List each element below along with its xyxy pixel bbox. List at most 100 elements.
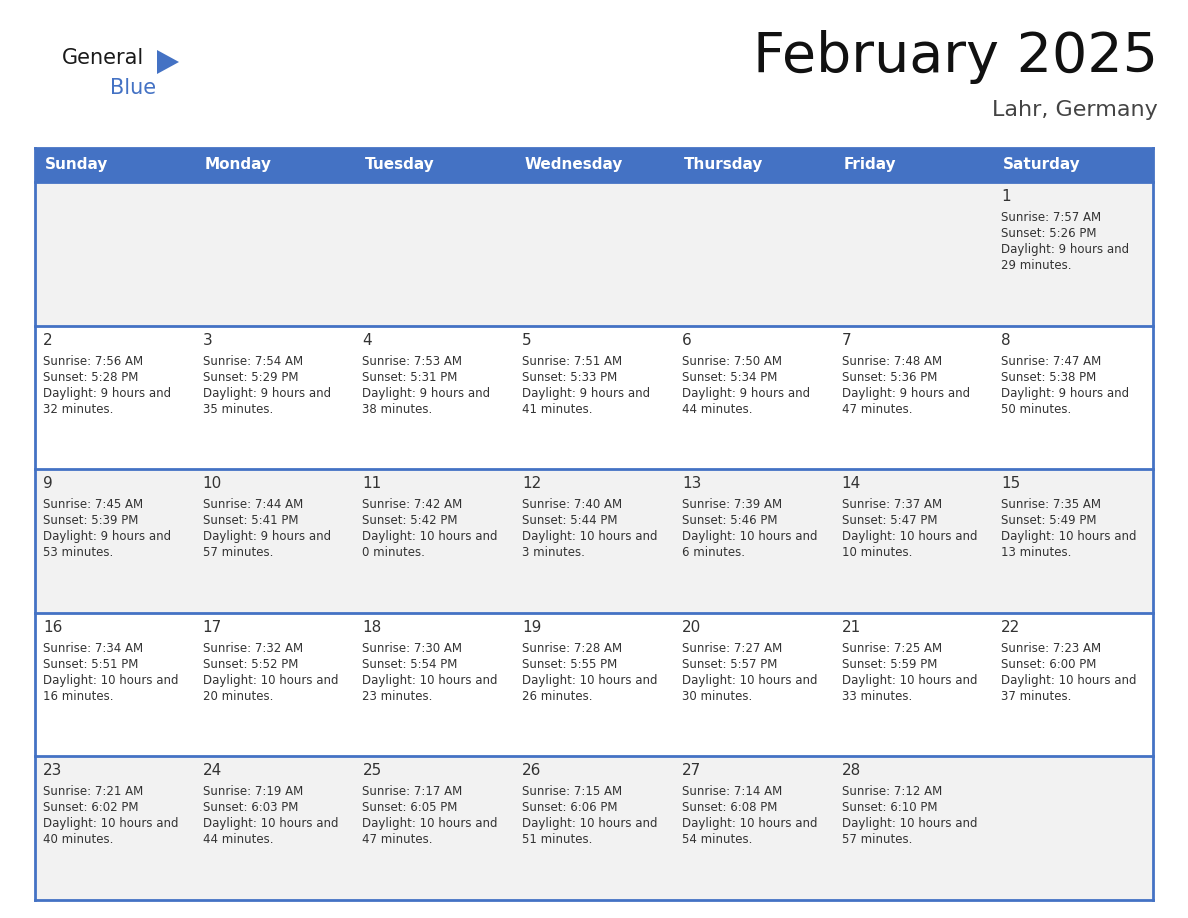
Text: Sunset: 5:41 PM: Sunset: 5:41 PM (203, 514, 298, 527)
Text: Sunset: 6:10 PM: Sunset: 6:10 PM (841, 801, 937, 814)
Bar (354, 613, 514, 756)
Text: 50 minutes.: 50 minutes. (1001, 403, 1072, 416)
Text: Saturday: Saturday (1004, 158, 1081, 173)
Bar (834, 469, 993, 613)
Bar (993, 148, 1154, 182)
Text: Friday: Friday (843, 158, 896, 173)
Text: 10: 10 (203, 476, 222, 491)
Text: Sunset: 5:52 PM: Sunset: 5:52 PM (203, 658, 298, 671)
Bar (674, 756, 834, 900)
Text: Sunrise: 7:37 AM: Sunrise: 7:37 AM (841, 498, 942, 511)
Text: Daylight: 9 hours and: Daylight: 9 hours and (43, 531, 171, 543)
Text: Sunset: 6:03 PM: Sunset: 6:03 PM (203, 801, 298, 814)
Text: Daylight: 9 hours and: Daylight: 9 hours and (682, 386, 810, 399)
Text: 17: 17 (203, 620, 222, 635)
Text: Sunset: 5:54 PM: Sunset: 5:54 PM (362, 658, 457, 671)
Text: 27: 27 (682, 764, 701, 778)
Text: Sunset: 5:39 PM: Sunset: 5:39 PM (43, 514, 138, 527)
Text: 18: 18 (362, 620, 381, 635)
Bar (514, 182, 674, 326)
Text: 26 minutes.: 26 minutes. (523, 689, 593, 703)
Text: 6 minutes.: 6 minutes. (682, 546, 745, 559)
Text: Sunset: 6:06 PM: Sunset: 6:06 PM (523, 801, 618, 814)
Text: Monday: Monday (204, 158, 272, 173)
Text: Sunset: 5:55 PM: Sunset: 5:55 PM (523, 658, 618, 671)
Text: Daylight: 10 hours and: Daylight: 10 hours and (841, 817, 977, 831)
Text: General: General (62, 48, 144, 68)
Text: Daylight: 10 hours and: Daylight: 10 hours and (523, 674, 658, 687)
Text: 32 minutes.: 32 minutes. (43, 403, 113, 416)
Text: 53 minutes.: 53 minutes. (43, 546, 113, 559)
Text: 57 minutes.: 57 minutes. (841, 834, 912, 846)
Text: Sunrise: 7:25 AM: Sunrise: 7:25 AM (841, 642, 942, 655)
Text: Sunrise: 7:47 AM: Sunrise: 7:47 AM (1001, 354, 1101, 367)
Text: Sunset: 5:34 PM: Sunset: 5:34 PM (682, 371, 777, 384)
Text: Daylight: 9 hours and: Daylight: 9 hours and (43, 386, 171, 399)
Bar (993, 326, 1154, 469)
Text: 8: 8 (1001, 332, 1011, 348)
Text: Sunset: 6:08 PM: Sunset: 6:08 PM (682, 801, 777, 814)
Text: 12: 12 (523, 476, 542, 491)
Text: 19: 19 (523, 620, 542, 635)
Text: Daylight: 9 hours and: Daylight: 9 hours and (841, 386, 969, 399)
Bar (834, 326, 993, 469)
Bar (514, 326, 674, 469)
Text: Sunset: 5:26 PM: Sunset: 5:26 PM (1001, 227, 1097, 240)
Text: 24: 24 (203, 764, 222, 778)
Text: Sunset: 5:29 PM: Sunset: 5:29 PM (203, 371, 298, 384)
Text: Sunrise: 7:39 AM: Sunrise: 7:39 AM (682, 498, 782, 511)
Text: Sunset: 5:28 PM: Sunset: 5:28 PM (43, 371, 138, 384)
Text: Daylight: 10 hours and: Daylight: 10 hours and (362, 817, 498, 831)
Text: Daylight: 10 hours and: Daylight: 10 hours and (841, 674, 977, 687)
Text: Daylight: 10 hours and: Daylight: 10 hours and (43, 674, 178, 687)
Text: Sunrise: 7:14 AM: Sunrise: 7:14 AM (682, 786, 782, 799)
Text: 20 minutes.: 20 minutes. (203, 689, 273, 703)
Bar (834, 756, 993, 900)
Bar (514, 469, 674, 613)
Text: Sunrise: 7:51 AM: Sunrise: 7:51 AM (523, 354, 623, 367)
Text: Daylight: 9 hours and: Daylight: 9 hours and (203, 531, 330, 543)
Text: Sunset: 5:33 PM: Sunset: 5:33 PM (523, 371, 618, 384)
Text: Sunset: 5:51 PM: Sunset: 5:51 PM (43, 658, 138, 671)
Text: Sunset: 5:47 PM: Sunset: 5:47 PM (841, 514, 937, 527)
Text: 5: 5 (523, 332, 532, 348)
Text: 15: 15 (1001, 476, 1020, 491)
Text: 22: 22 (1001, 620, 1020, 635)
Text: Sunrise: 7:42 AM: Sunrise: 7:42 AM (362, 498, 462, 511)
Text: 37 minutes.: 37 minutes. (1001, 689, 1072, 703)
Text: Sunrise: 7:45 AM: Sunrise: 7:45 AM (43, 498, 143, 511)
Text: Sunset: 5:31 PM: Sunset: 5:31 PM (362, 371, 457, 384)
Text: 28: 28 (841, 764, 861, 778)
Bar (34, 182, 195, 326)
Bar (514, 756, 674, 900)
Bar (993, 469, 1154, 613)
Text: 0 minutes.: 0 minutes. (362, 546, 425, 559)
Text: Sunset: 5:44 PM: Sunset: 5:44 PM (523, 514, 618, 527)
Text: Daylight: 10 hours and: Daylight: 10 hours and (682, 817, 817, 831)
Text: Sunset: 6:05 PM: Sunset: 6:05 PM (362, 801, 457, 814)
Text: Sunrise: 7:19 AM: Sunrise: 7:19 AM (203, 786, 303, 799)
Text: 57 minutes.: 57 minutes. (203, 546, 273, 559)
Bar (354, 148, 514, 182)
Text: 11: 11 (362, 476, 381, 491)
Text: Daylight: 10 hours and: Daylight: 10 hours and (682, 674, 817, 687)
Text: Daylight: 9 hours and: Daylight: 9 hours and (1001, 386, 1130, 399)
Text: 16: 16 (43, 620, 63, 635)
Text: 29 minutes.: 29 minutes. (1001, 259, 1072, 272)
Bar (195, 469, 354, 613)
Text: Sunset: 5:49 PM: Sunset: 5:49 PM (1001, 514, 1097, 527)
Bar (674, 148, 834, 182)
Text: Daylight: 9 hours and: Daylight: 9 hours and (1001, 243, 1130, 256)
Text: Sunrise: 7:54 AM: Sunrise: 7:54 AM (203, 354, 303, 367)
Text: Daylight: 10 hours and: Daylight: 10 hours and (1001, 674, 1137, 687)
Text: 14: 14 (841, 476, 861, 491)
Bar (354, 182, 514, 326)
Text: Sunset: 5:42 PM: Sunset: 5:42 PM (362, 514, 457, 527)
Text: 30 minutes.: 30 minutes. (682, 689, 752, 703)
Text: Sunrise: 7:30 AM: Sunrise: 7:30 AM (362, 642, 462, 655)
Text: Blue: Blue (110, 78, 156, 98)
Text: 54 minutes.: 54 minutes. (682, 834, 752, 846)
Text: 3: 3 (203, 332, 213, 348)
Text: 1: 1 (1001, 189, 1011, 204)
Text: Daylight: 10 hours and: Daylight: 10 hours and (203, 817, 339, 831)
